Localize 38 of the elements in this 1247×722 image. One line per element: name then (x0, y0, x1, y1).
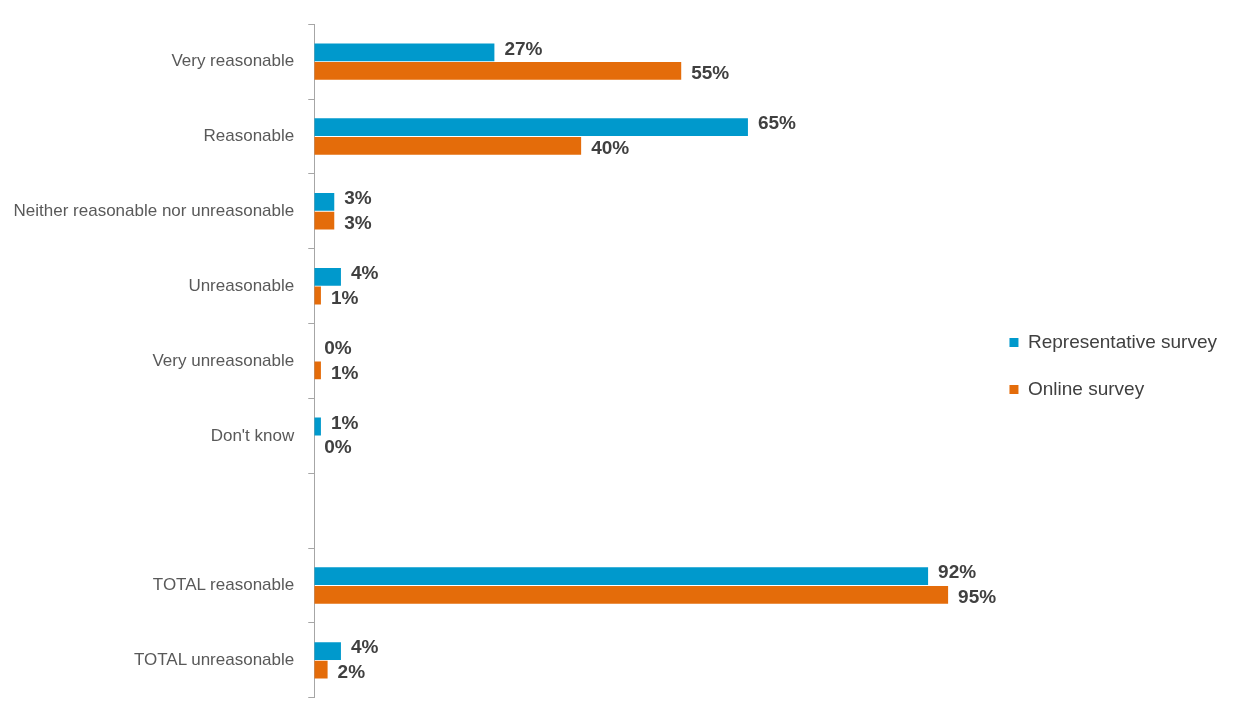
data-label: 0% (324, 436, 352, 458)
y-tick-label: TOTAL unreasonable (133, 650, 295, 670)
bar (314, 660, 328, 679)
bar (314, 211, 335, 230)
data-label: 2% (337, 660, 366, 682)
y-tick-label: Reasonable (203, 126, 295, 146)
data-label: 3% (344, 211, 372, 233)
y-tick-label: TOTAL reasonable (152, 575, 295, 595)
bar (314, 193, 335, 211)
data-label: 40% (591, 137, 630, 159)
bar (314, 567, 929, 586)
bar (314, 586, 949, 604)
y-tick-label: Unreasonable (188, 275, 295, 295)
bar (314, 62, 682, 80)
bar (314, 118, 748, 136)
data-label: 1% (330, 286, 359, 308)
legend-label: Representative survey (1027, 330, 1218, 352)
data-label: 3% (344, 187, 372, 209)
data-label: 92% (938, 561, 977, 583)
data-label: 4% (350, 262, 379, 284)
data-label: 95% (958, 586, 997, 608)
y-tick-label: Very unreasonable (152, 350, 295, 370)
data-label: 1% (330, 361, 359, 383)
bar (314, 642, 341, 660)
data-label: 4% (350, 636, 379, 658)
bar (314, 361, 321, 380)
data-label: 0% (324, 336, 352, 358)
bar (314, 267, 341, 286)
data-label: 55% (691, 62, 730, 84)
y-tick-label: Neither reasonable nor unreasonable (13, 201, 295, 220)
legend-label: Online survey (1027, 377, 1145, 399)
bar (314, 43, 495, 62)
data-label: 1% (330, 411, 359, 433)
data-label: 27% (504, 37, 543, 59)
bar (314, 136, 582, 155)
data-label: 65% (757, 112, 797, 134)
y-tick-label: Very reasonable (171, 51, 295, 71)
y-tick-label: Don't know (210, 425, 295, 445)
